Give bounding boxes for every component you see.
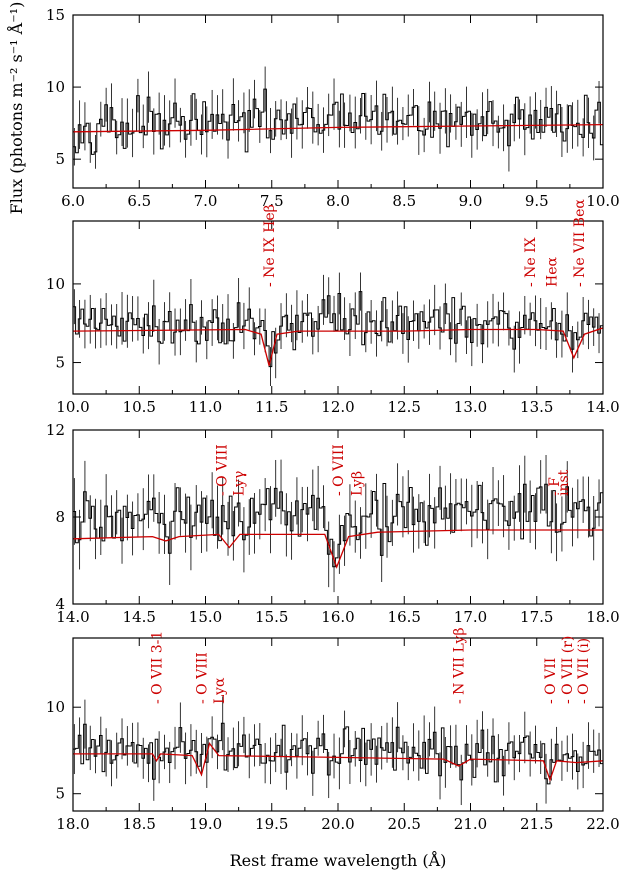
line-annotation: - O VIII: [195, 652, 211, 704]
line-annotation: - Ne IX: [523, 237, 539, 287]
x-tick-label: 8.0: [326, 192, 350, 210]
x-tick-label: 18.0: [56, 815, 89, 833]
x-tick-label: 9.0: [459, 192, 483, 210]
panel-frame: [72, 14, 604, 189]
x-tick-label: 18.0: [586, 608, 619, 626]
x-tick-label: 14.0: [56, 608, 89, 626]
x-tick-label: 11.0: [189, 398, 222, 416]
data-histogram: [73, 291, 603, 368]
y-axis-title: Flux (photons m⁻² s⁻¹ Å⁻¹): [6, 2, 26, 215]
x-tick-label: 21.5: [520, 815, 553, 833]
x-tick-label: 7.5: [260, 192, 284, 210]
x-tick-label: 6.0: [61, 192, 85, 210]
x-tick-label: 16.0: [321, 608, 354, 626]
x-tick-label: 15.0: [189, 608, 222, 626]
line-annotation: - Ne VII Beα: [572, 199, 588, 287]
x-tick-label: 22.0: [586, 815, 619, 833]
line-annotation: - O VII (i): [576, 638, 592, 704]
x-tick-label: 19.5: [255, 815, 288, 833]
model-line: [73, 742, 603, 782]
x-tick-label: 14.5: [123, 608, 156, 626]
y-tick-label: 5: [55, 354, 65, 372]
line-annotation: Lyβ: [350, 471, 366, 496]
x-tick-label: 13.0: [454, 398, 487, 416]
x-tick-label: 12.5: [388, 398, 421, 416]
x-tick-label: 12.0: [321, 398, 354, 416]
x-tick-label: 8.5: [392, 192, 416, 210]
model-line: [73, 327, 603, 366]
model-line: [73, 123, 603, 133]
y-tick-label: 12: [46, 421, 65, 439]
x-tick-label: 7.0: [194, 192, 218, 210]
line-annotation: - O VII: [543, 658, 559, 704]
line-annotation: Heα: [544, 257, 560, 287]
line-annotation: Lyα: [212, 677, 228, 704]
y-tick-label: 8: [55, 508, 65, 526]
x-tick-label: 17.5: [520, 608, 553, 626]
x-tick-label: 10.0: [56, 398, 89, 416]
x-tick-label: 9.5: [525, 192, 549, 210]
line-annotation: - N VII Lyβ: [452, 627, 468, 704]
y-tick-label: 5: [55, 150, 65, 168]
x-tick-label: 17.0: [454, 608, 487, 626]
x-tick-label: 19.0: [189, 815, 222, 833]
panel-2: 10.0 10.5 11.0 11.5 12.0 12.5 13.0 13.5 14.0 5 10 -…: [46, 199, 619, 416]
line-annotation: Lyγ: [232, 471, 248, 496]
error-bars: [73, 272, 600, 387]
line-annotation: inst: [556, 469, 572, 496]
line-annotation: - F: [547, 477, 563, 496]
model-line: [73, 529, 603, 569]
x-tick-label: 16.5: [388, 608, 421, 626]
y-tick-label: 5: [55, 785, 65, 803]
data-histogram: [73, 88, 603, 155]
x-axis-title: Rest frame wavelength (Å): [230, 850, 447, 870]
x-tick-label: 20.0: [321, 815, 354, 833]
panel-1: 6.0 6.5 7.0 7.5 8.0 8.5 9.0 9.5 10.0 5 10 15: [46, 6, 619, 210]
line-annotation: - O VIII: [214, 444, 230, 496]
x-tick-label: 15.5: [255, 608, 288, 626]
y-tick-label: 10: [46, 78, 65, 96]
x-tick-label: 21.0: [454, 815, 487, 833]
y-tick-label: 15: [46, 6, 65, 24]
panel-4: 18.0 18.5 19.0 19.5 20.0 20.5 21.0 21.5 22.0 5 10 -…: [46, 627, 619, 833]
y-tick-label: 10: [46, 275, 65, 293]
panel-3: 14.0 14.5 15.0 15.5 16.0 16.5 17.0 17.5 18.0 4 8 12…: [46, 421, 619, 626]
data-histogram: [73, 722, 603, 785]
x-tick-label: 11.5: [255, 398, 288, 416]
x-tick-label: 20.5: [388, 815, 421, 833]
x-tick-label: 10.0: [586, 192, 619, 210]
line-annotation: - Ne IX Heβ: [262, 204, 278, 287]
x-tick-label: 14.0: [586, 398, 619, 416]
x-tick-label: 13.5: [520, 398, 553, 416]
x-tick-label: 10.5: [123, 398, 156, 416]
y-tick-label: 4: [55, 595, 65, 613]
line-annotation: - O VII (r): [560, 636, 576, 704]
x-tick-label: 18.5: [123, 815, 156, 833]
data-histogram: [73, 483, 603, 568]
y-tick-label: 10: [46, 698, 65, 716]
line-annotation: - O VIII: [331, 444, 347, 496]
line-annotation: - O VII 3-1: [150, 631, 166, 704]
x-tick-label: 6.5: [127, 192, 151, 210]
